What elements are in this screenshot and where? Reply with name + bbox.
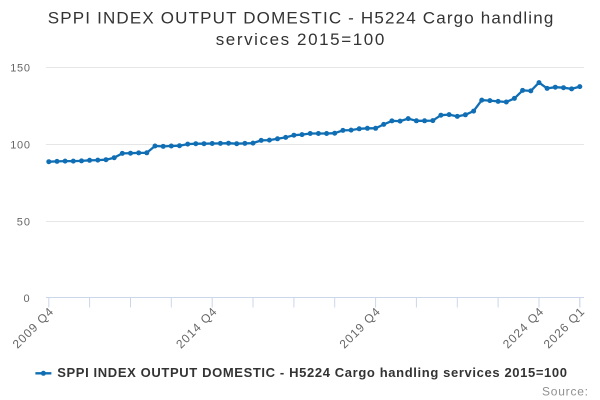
svg-text:SPPI INDEX OUTPUT DOMESTIC - H: SPPI INDEX OUTPUT DOMESTIC - H5224 Cargo… [48, 9, 554, 28]
svg-text:50: 50 [17, 216, 30, 228]
svg-text:SPPI INDEX OUTPUT DOMESTIC - H: SPPI INDEX OUTPUT DOMESTIC - H5224 Cargo… [57, 365, 567, 380]
svg-text:150: 150 [10, 62, 30, 74]
svg-text:services 2015=100: services 2015=100 [216, 30, 385, 49]
svg-text:0: 0 [23, 293, 29, 305]
svg-text:Source:: Source: [542, 385, 588, 399]
svg-text:100: 100 [10, 139, 30, 151]
